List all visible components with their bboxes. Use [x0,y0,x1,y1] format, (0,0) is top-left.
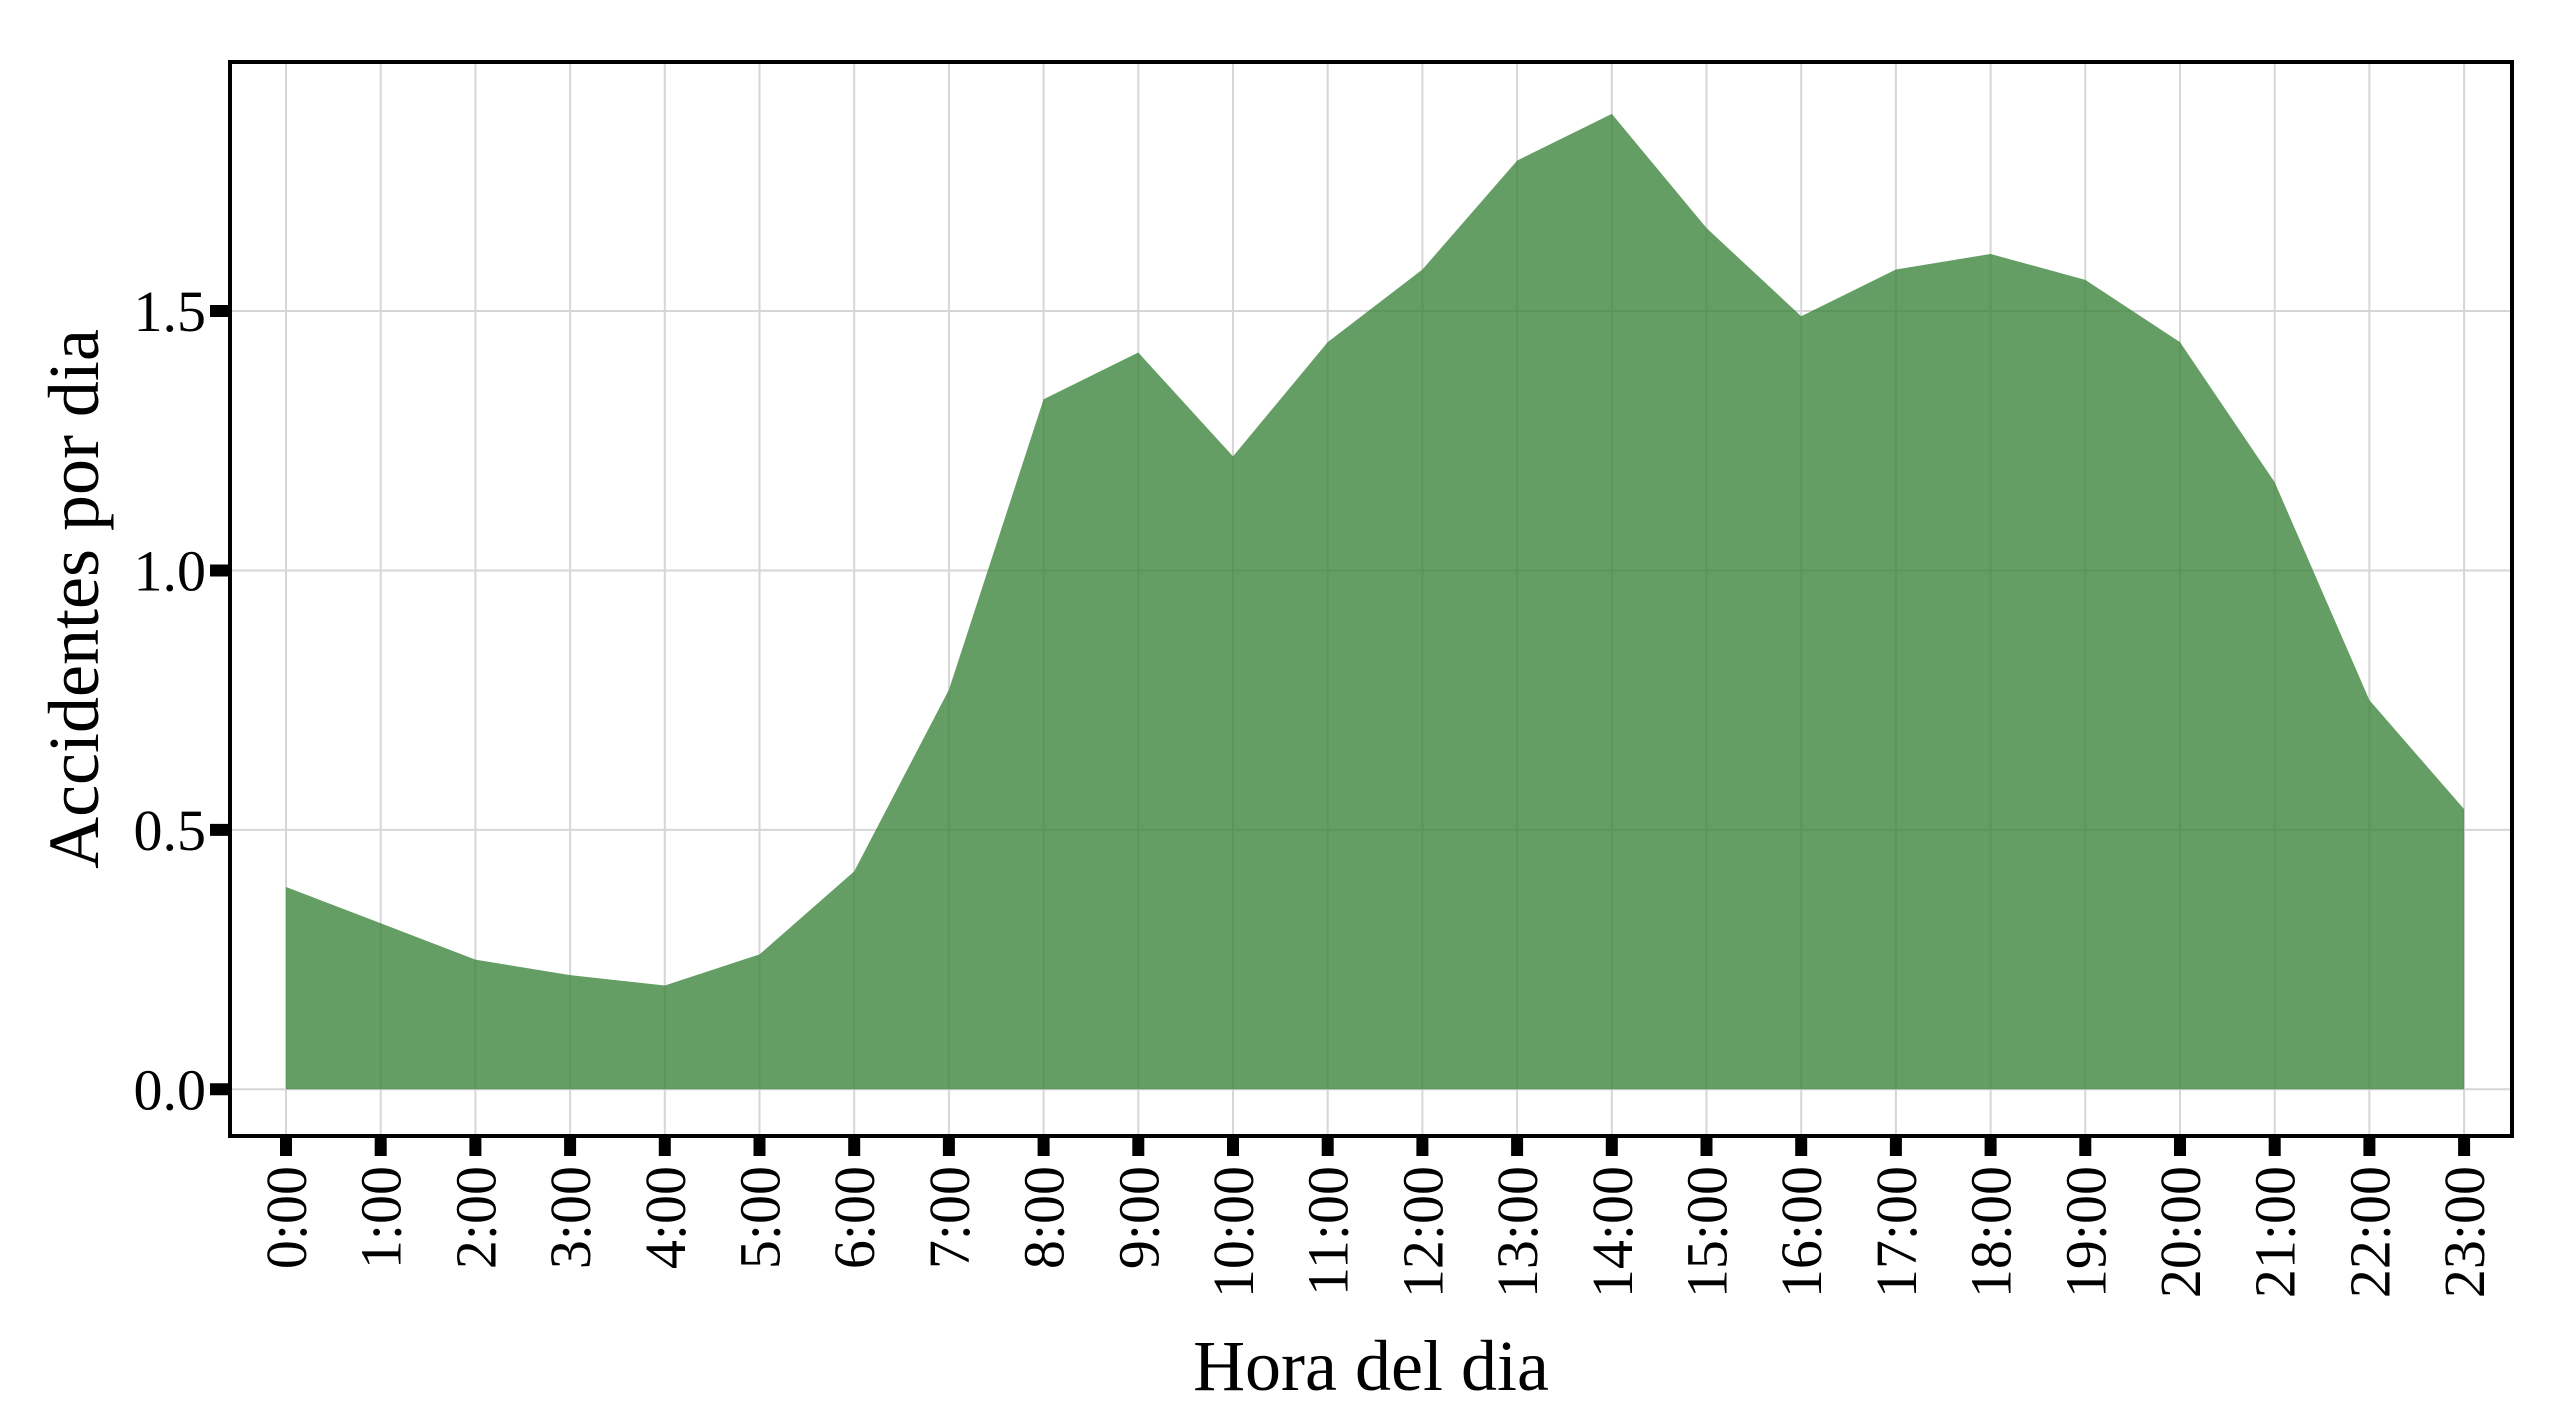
x-tick-label: 9:00 [1106,1166,1171,1269]
x-tick-label: 19:00 [2053,1166,2118,1298]
x-axis: 0:00 1:00 2:00 3:00 4:00 5:00 6:00 7:00 8:00 9:00… [254,1136,2497,1298]
x-tick-label: 14:00 [1580,1166,1645,1298]
x-tick-label: 3:00 [538,1166,603,1269]
x-tick-label: 15:00 [1675,1166,1740,1298]
y-axis: 0.0 0.5 1.0 1.5 [134,279,230,1122]
x-tick-label: 22:00 [2337,1166,2402,1298]
x-tick-label: 4:00 [633,1166,698,1269]
y-axis-title: Accidentes por dia [34,329,114,869]
y-tick-label: 1.5 [134,279,207,344]
x-tick-label: 13:00 [1485,1166,1550,1298]
x-axis-title: Hora del dia [1193,1326,1549,1406]
x-tick-label: 11:00 [1296,1166,1361,1296]
x-tick-label: 10:00 [1201,1166,1266,1298]
y-tick-label: 0.0 [134,1057,207,1122]
x-tick-label: 18:00 [1959,1166,2024,1298]
x-tick-label: 8:00 [1012,1166,1077,1269]
x-tick-label: 0:00 [254,1166,319,1269]
x-tick-label: 21:00 [2243,1166,2308,1298]
x-tick-label: 2:00 [443,1166,508,1269]
x-tick-label: 23:00 [2432,1166,2497,1298]
x-tick-label: 5:00 [728,1166,793,1269]
series-area [286,113,2465,1090]
x-tick-label: 6:00 [822,1166,887,1269]
y-tick-label: 0.5 [134,798,207,863]
y-tick-label: 1.0 [134,538,207,603]
x-tick-label: 17:00 [1864,1166,1929,1298]
x-tick-label: 16:00 [1769,1166,1834,1298]
x-tick-label: 7:00 [917,1166,982,1269]
x-tick-label: 1:00 [349,1166,414,1269]
x-tick-label: 12:00 [1390,1166,1455,1298]
plot-border [228,60,2514,1138]
x-tick-label: 20:00 [2148,1166,2213,1298]
